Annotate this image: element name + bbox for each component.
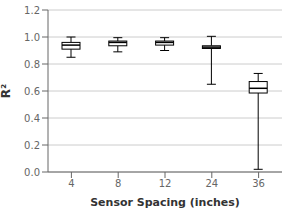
svg-text:Sensor Spacing (inches): Sensor Spacing (inches) [90, 196, 240, 209]
svg-text:1.0: 1.0 [24, 32, 40, 43]
svg-text:R²: R² [8, 84, 13, 99]
svg-text:1.2: 1.2 [24, 5, 40, 16]
svg-text:0.8: 0.8 [24, 59, 40, 70]
svg-text:8: 8 [115, 178, 121, 189]
svg-text:24: 24 [205, 178, 218, 189]
svg-text:12: 12 [159, 178, 172, 189]
svg-text:0.2: 0.2 [24, 140, 40, 151]
svg-text:0.4: 0.4 [24, 113, 40, 124]
svg-text:36: 36 [252, 178, 265, 189]
svg-text:4: 4 [68, 178, 74, 189]
svg-text:0.0: 0.0 [24, 167, 40, 178]
svg-text:0.6: 0.6 [24, 86, 40, 97]
